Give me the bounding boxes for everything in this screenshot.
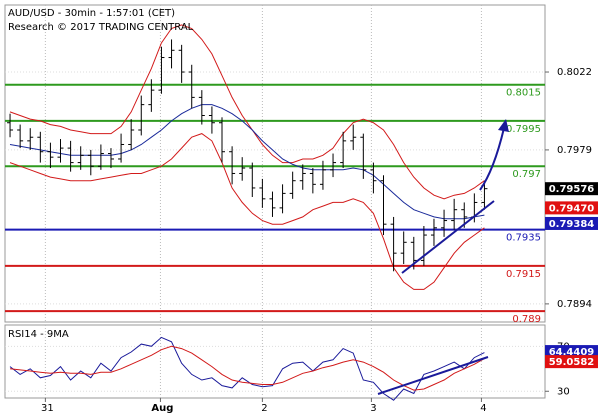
level-label: 0.8015 [506, 88, 541, 99]
level-label: 0.7995 [506, 124, 541, 135]
indicator-line [9, 133, 485, 290]
level-label: 0.789 [512, 314, 541, 325]
price-tag-label: 0.79576 [549, 184, 595, 195]
price-tag-label: 0.79470 [549, 203, 595, 214]
chart-subtitle: Research © 2017 TRADING CENTRAL [8, 22, 194, 33]
indicator-line [9, 24, 485, 200]
arrow-head [498, 119, 509, 132]
y-tick-label: 0.7979 [557, 145, 592, 156]
x-tick-label: 4 [480, 403, 486, 414]
value-tag-label: 59.0582 [549, 357, 595, 368]
level-label: 0.797 [512, 169, 541, 180]
rsi-panel [4, 324, 546, 399]
price-tag [545, 216, 598, 230]
x-tick-label: 3 [370, 403, 376, 414]
rsi-trend-line [377, 356, 489, 395]
price-tag [545, 182, 598, 196]
y-tick-label: 0.8022 [557, 67, 592, 78]
x-tick-label: 31 [41, 403, 54, 414]
x-tick-label: 2 [261, 403, 267, 414]
x-tick-label: Aug [151, 403, 173, 414]
rsi-line [9, 336, 485, 401]
value-tag [545, 355, 598, 369]
price-tag-label: 0.79384 [549, 219, 595, 230]
level-label: 0.7935 [506, 233, 541, 244]
chart-title: AUD/USD - 30min - 1:57:01 (CET) [8, 8, 175, 19]
rsi-line [9, 345, 485, 391]
level-label: 0.7915 [506, 269, 541, 280]
forecast-arrow [479, 127, 505, 191]
y-tick-label: 0.7894 [557, 299, 592, 310]
main-panel [4, 4, 546, 323]
trend-line [401, 200, 495, 274]
value-tag [545, 345, 598, 359]
rsi-title: RSI14 - 9MA [8, 329, 69, 340]
price-tag [545, 201, 598, 215]
value-tag-label: 64.4409 [549, 347, 595, 358]
y-tick-label: 30 [557, 386, 570, 397]
